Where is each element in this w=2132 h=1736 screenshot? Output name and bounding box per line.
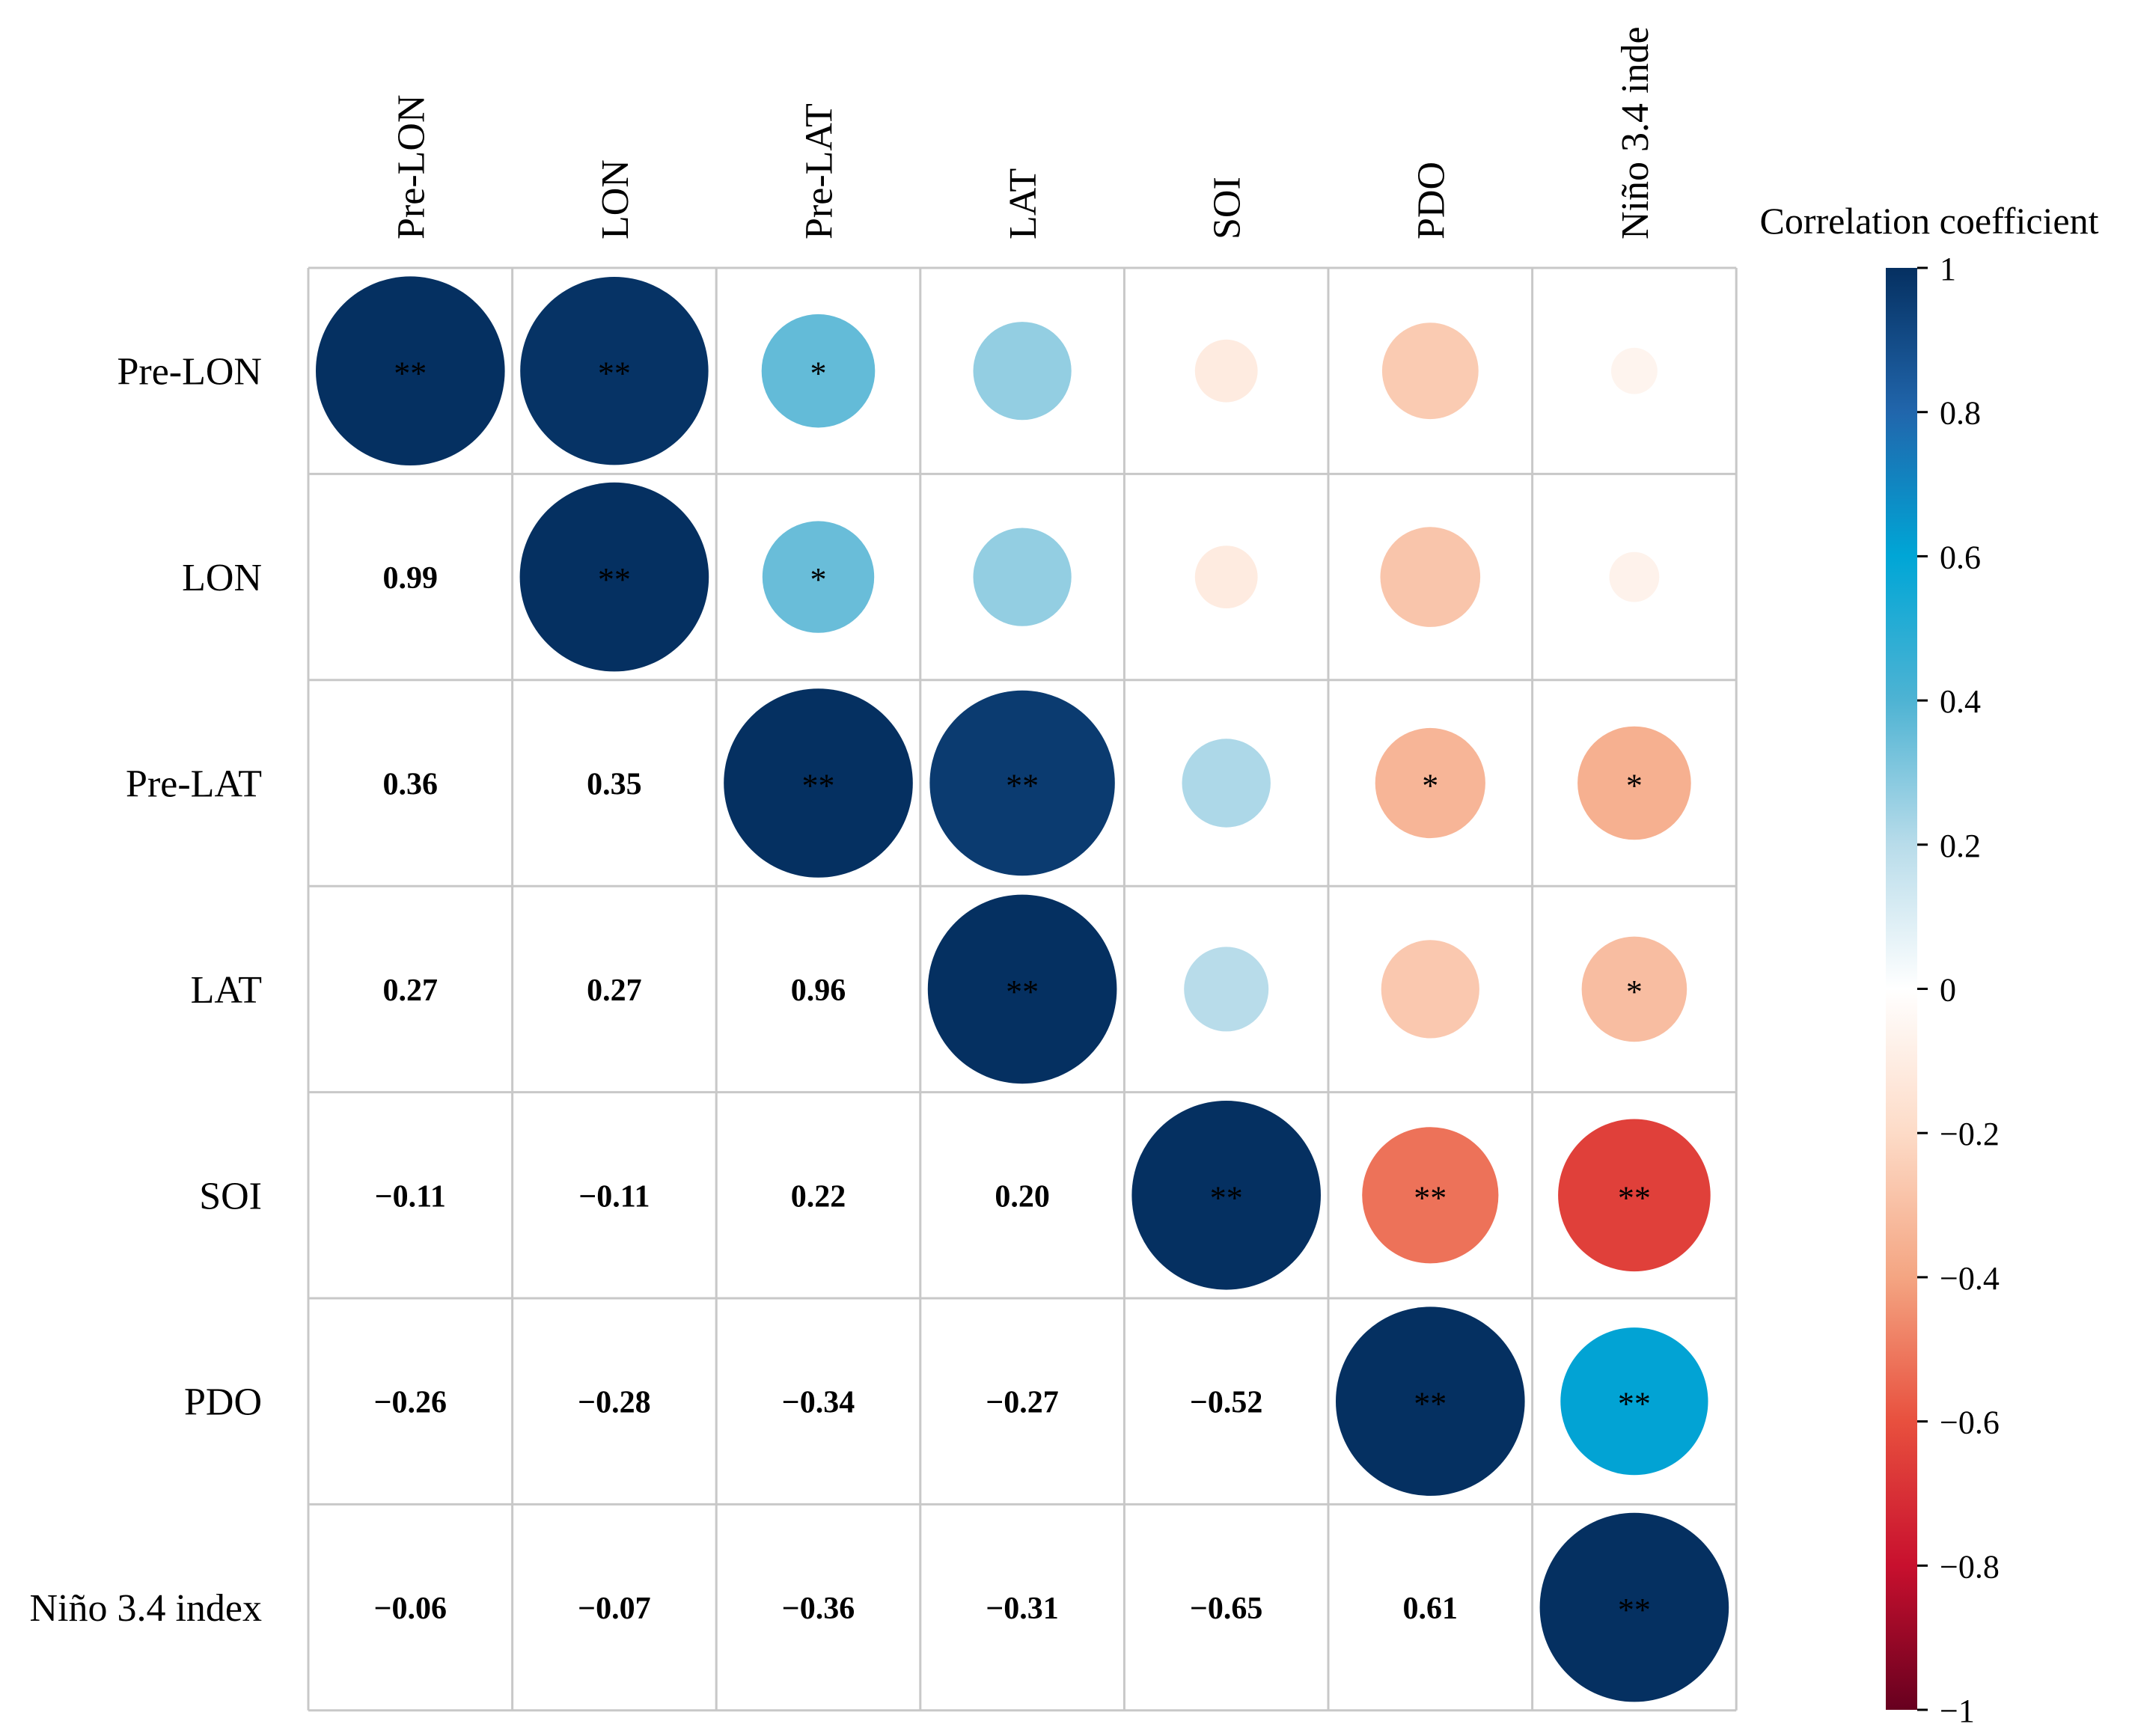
corr-value-3-1: 0.27 [587,974,642,1008]
significance-mark-0-2: * [810,355,827,392]
column-label-5: PDO [1410,162,1453,239]
column-label-2: Pre-LAT [798,103,841,239]
corr-value-4-3: 0.20 [995,1179,1050,1214]
corr-value-4-2: 0.22 [791,1179,846,1214]
colorbar-tick-label: −0.4 [1940,1260,2000,1297]
corr-value-5-2: −0.34 [782,1386,855,1420]
column-label-0: Pre-LON [390,94,433,239]
significance-mark-2-5: * [1422,768,1438,804]
row-label-0: Pre-LON [117,351,262,394]
significance-mark-1-1: ** [598,561,631,598]
significance-mark-1-2: * [810,561,827,598]
colorbar-tick-label: −0.6 [1940,1405,2000,1441]
significance-mark-4-6: ** [1618,1179,1651,1216]
corr-value-6-1: −0.07 [578,1592,650,1626]
axis-labels: Pre-LON LON Pre-LAT LAT SOI PDO Niño 3.4 index… [29,26,1656,1630]
significance-mark-2-3: ** [1006,768,1039,804]
corr-circle-0-5 [1381,323,1479,420]
column-label-4: SOI [1206,177,1249,239]
colorbar-tick-label: 0.4 [1940,683,1981,720]
corr-circle-5-5 [1336,1306,1525,1496]
column-label-6: Niño 3.4 inde [1614,26,1657,239]
corr-circle-4-4 [1131,1101,1321,1290]
matrix-cells: ** ** *0.99 ** *0.36 0.35 ** ** * *0.27 0.27 0.96 **… [316,276,1729,1702]
colorbar-tick-label: −0.8 [1940,1548,2000,1585]
significance-mark-0-0: ** [394,355,427,392]
row-label-4: SOI [199,1175,262,1217]
colorbar: Correlation coefficient 1 0.8 0.6 0.4 0.2 0 −0… [1759,200,2098,1729]
corr-circle-1-2 [762,521,875,633]
column-label-1: LON [594,159,637,239]
corr-circle-1-4 [1194,545,1258,608]
corr-circle-5-6 [1560,1327,1708,1476]
corr-circle-6-6 [1539,1512,1729,1702]
corr-circle-1-3 [973,528,1072,626]
colorbar-tick-label: 1 [1940,251,1956,287]
significance-mark-5-5: ** [1414,1386,1447,1422]
corr-value-5-0: −0.26 [374,1386,447,1420]
colorbar-tick-label: −1 [1940,1693,1975,1729]
corr-value-3-0: 0.27 [383,974,439,1008]
row-label-6: Niño 3.4 index [29,1587,262,1630]
row-label-2: Pre-LAT [126,763,262,806]
corr-circle-4-5 [1362,1127,1499,1264]
corr-value-6-4: −0.65 [1190,1592,1262,1626]
corr-circle-0-3 [973,322,1072,421]
corr-circle-3-6 [1581,936,1687,1042]
corr-value-2-1: 0.35 [587,768,642,802]
corr-circle-3-3 [927,894,1117,1084]
corr-circle-0-0 [316,276,505,465]
corr-circle-0-1 [520,277,709,465]
column-label-3: LAT [1002,168,1045,239]
colorbar-title: Correlation coefficient [1759,200,2098,242]
significance-mark-6-6: ** [1618,1592,1651,1628]
corr-circle-2-2 [724,688,913,878]
corr-circle-1-1 [519,482,709,672]
corr-circle-2-4 [1182,739,1271,828]
row-label-5: PDO [184,1381,262,1424]
corr-circle-0-6 [1611,347,1658,394]
significance-mark-5-6: ** [1618,1386,1651,1422]
corr-value-6-5: 0.61 [1403,1592,1459,1626]
colorbar-tick-label: 0.8 [1940,395,1981,432]
colorbar-tick-label: 0 [1940,972,1956,1009]
significance-mark-2-6: * [1626,768,1643,804]
significance-mark-2-2: ** [802,768,835,804]
corr-value-2-0: 0.36 [383,768,439,802]
significance-mark-3-6: * [1626,974,1643,1010]
corr-circle-0-4 [1194,339,1258,403]
corr-value-3-2: 0.96 [791,974,846,1008]
corr-value-6-0: −0.06 [374,1592,447,1626]
corr-circle-2-3 [929,690,1115,876]
corr-circle-1-5 [1380,527,1481,627]
significance-mark-0-1: ** [598,355,631,392]
corr-value-4-1: −0.11 [578,1179,650,1214]
corr-circle-0-2 [761,314,876,428]
row-label-3: LAT [191,969,262,1012]
corr-circle-2-5 [1375,727,1485,839]
corr-circle-4-6 [1558,1119,1711,1272]
corr-value-4-0: −0.11 [375,1179,446,1214]
corr-circle-3-5 [1381,940,1479,1039]
colorbar-gradient [1886,268,1917,1710]
matrix-grid [307,266,1738,1712]
corr-circle-1-6 [1609,551,1660,602]
corr-value-5-3: −0.27 [986,1386,1058,1420]
colorbar-tick-label: 0.2 [1940,828,1981,864]
corr-value-6-3: −0.31 [986,1592,1058,1626]
significance-mark-4-5: ** [1414,1179,1447,1216]
colorbar-tick-label: −0.2 [1940,1116,2000,1152]
corr-value-6-2: −0.36 [782,1592,855,1626]
significance-mark-4-4: ** [1210,1179,1243,1216]
colorbar-tick-label: 0.6 [1940,539,1981,575]
corr-value-1-0: 0.99 [383,561,439,596]
corr-value-5-1: −0.28 [578,1386,650,1420]
significance-mark-3-3: ** [1006,974,1039,1010]
corr-value-5-4: −0.52 [1190,1386,1262,1420]
corr-circle-3-4 [1184,947,1269,1032]
row-label-1: LON [182,557,262,599]
corr-circle-2-6 [1577,726,1691,840]
